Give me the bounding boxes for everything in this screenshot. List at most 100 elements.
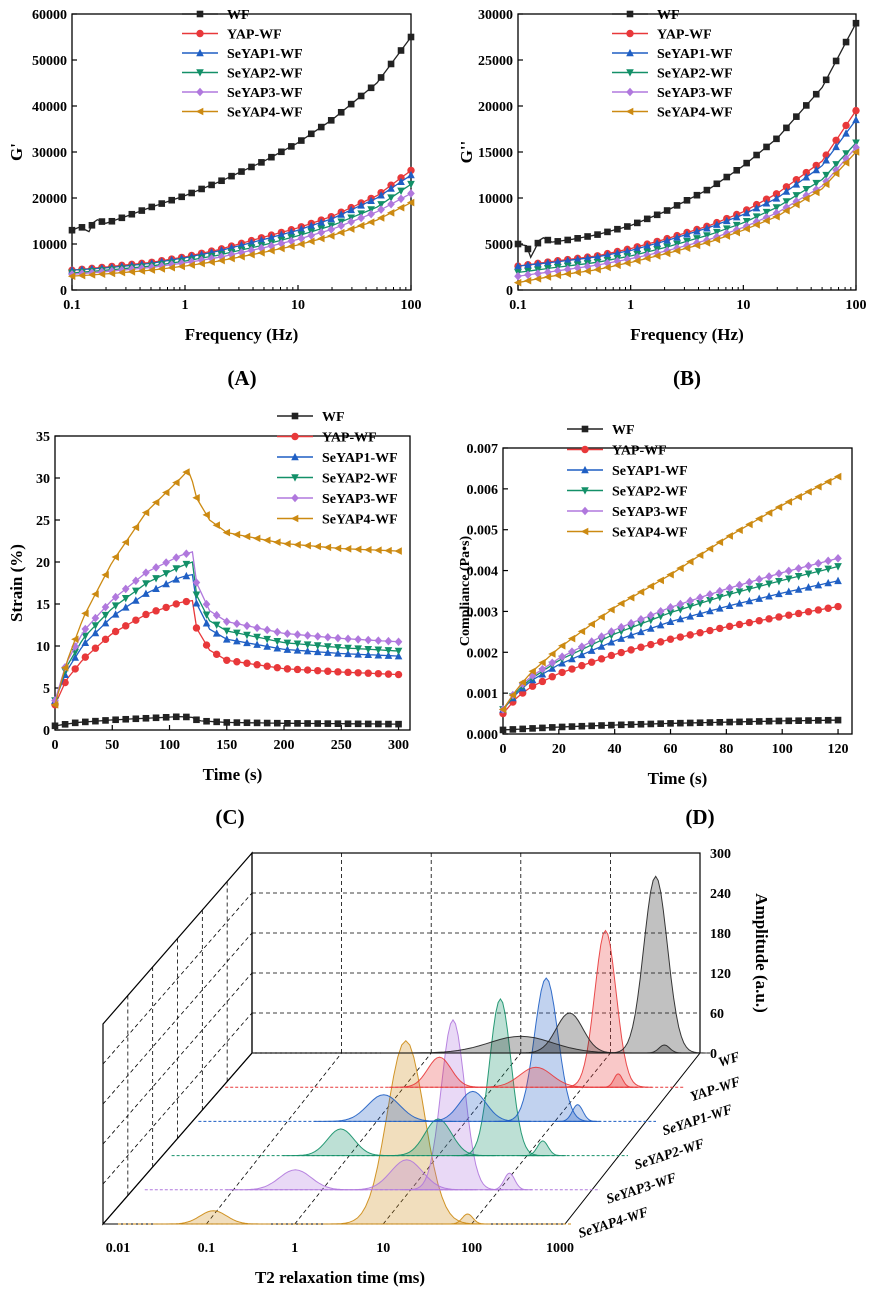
data-point <box>121 595 130 603</box>
y-tick-label: 25000 <box>478 54 513 69</box>
series-YAP-WF <box>51 597 403 709</box>
series-SeYAP1-WF <box>499 576 842 713</box>
data-point <box>824 556 832 566</box>
ridge-peak <box>495 977 598 1122</box>
y-tick-label: 30000 <box>478 8 513 23</box>
data-point <box>233 636 241 645</box>
x-tick-label: 40 <box>608 742 622 757</box>
data-point <box>614 225 621 233</box>
x-tick-label: 200 <box>274 738 295 753</box>
data-point <box>842 129 850 137</box>
data-point <box>842 154 850 164</box>
data-point <box>91 613 100 623</box>
data-point <box>197 259 205 268</box>
panel-label: (A) <box>227 366 256 390</box>
data-point <box>824 578 832 587</box>
data-point <box>832 142 840 151</box>
data-point <box>354 545 362 554</box>
row-label: SeYAP3-WF <box>605 1171 680 1208</box>
data-point <box>793 113 800 120</box>
data-point <box>617 628 626 636</box>
data-point <box>782 206 790 215</box>
data-point <box>822 76 830 84</box>
data-point <box>597 642 606 650</box>
legend-marker <box>626 69 634 77</box>
data-point <box>696 609 704 617</box>
data-point <box>243 631 251 640</box>
y-tick-label: 0.007 <box>467 442 499 457</box>
data-point <box>121 538 130 547</box>
data-point <box>257 248 265 257</box>
data-point <box>627 593 635 602</box>
data-point <box>755 617 763 625</box>
data-point <box>50 701 59 709</box>
legend-label: SeYAP4-WF <box>227 106 303 121</box>
data-point <box>538 677 547 686</box>
x-tick-label: 0.1 <box>509 298 527 313</box>
ridge-peak <box>519 1140 566 1157</box>
data-point <box>364 645 373 654</box>
ridge-peak <box>599 1073 637 1088</box>
data-point <box>182 549 191 558</box>
data-point <box>298 137 305 144</box>
data-point <box>81 624 90 634</box>
data-point <box>357 221 365 230</box>
legend-marker <box>580 527 589 536</box>
data-point <box>598 722 605 729</box>
data-point <box>111 627 120 636</box>
data-point <box>107 269 116 278</box>
ridge-peak <box>325 1039 487 1225</box>
x-tick-label: 300 <box>388 738 409 753</box>
data-point <box>713 220 721 228</box>
data-point <box>841 158 850 167</box>
panel-5-waterfall: 0 60 120 180 240 300 Amplitude (a.u.) 0.01 0.1 1 1… <box>101 847 771 1287</box>
data-point <box>763 143 770 151</box>
data-point <box>407 180 415 189</box>
data-point <box>558 668 566 677</box>
data-point <box>324 632 332 642</box>
data-point <box>833 472 842 481</box>
legend-marker <box>581 506 589 516</box>
legend-label: YAP-WF <box>227 28 282 43</box>
y-axis-title: G' <box>7 143 26 161</box>
data-point <box>725 583 734 593</box>
data-point <box>666 603 675 612</box>
data-point <box>775 577 783 586</box>
data-point <box>578 650 586 659</box>
data-point <box>327 117 335 124</box>
data-point <box>172 713 180 721</box>
legend-marker <box>581 487 589 495</box>
data-point <box>722 232 731 240</box>
data-point <box>696 600 704 608</box>
x-tick-label: 100 <box>461 1241 482 1256</box>
data-point <box>824 565 832 574</box>
z-axis-title: Amplitude (a.u.) <box>752 893 771 1012</box>
data-point <box>775 717 783 725</box>
legend-marker <box>581 465 589 474</box>
data-point <box>317 218 326 226</box>
data-point <box>222 617 231 626</box>
data-point <box>753 151 760 159</box>
data-point <box>524 260 532 269</box>
data-point <box>643 215 651 223</box>
data-point <box>538 658 546 667</box>
y-tick-label: 0.002 <box>467 646 499 661</box>
data-point <box>142 610 150 619</box>
data-point <box>387 199 395 209</box>
data-point <box>374 646 383 654</box>
data-point <box>385 720 392 728</box>
data-point <box>574 235 581 242</box>
data-point <box>247 238 256 246</box>
data-point <box>772 212 780 221</box>
data-point <box>603 250 612 259</box>
data-point <box>307 231 316 240</box>
data-point <box>152 714 160 722</box>
data-point <box>725 532 733 540</box>
y-axis-title: Strain (%) <box>7 544 26 622</box>
data-point <box>71 635 79 644</box>
data-point <box>519 725 527 733</box>
data-point <box>238 168 245 175</box>
x-tick-label: 1000 <box>546 1241 574 1256</box>
data-point <box>633 256 641 265</box>
data-point <box>583 267 591 275</box>
